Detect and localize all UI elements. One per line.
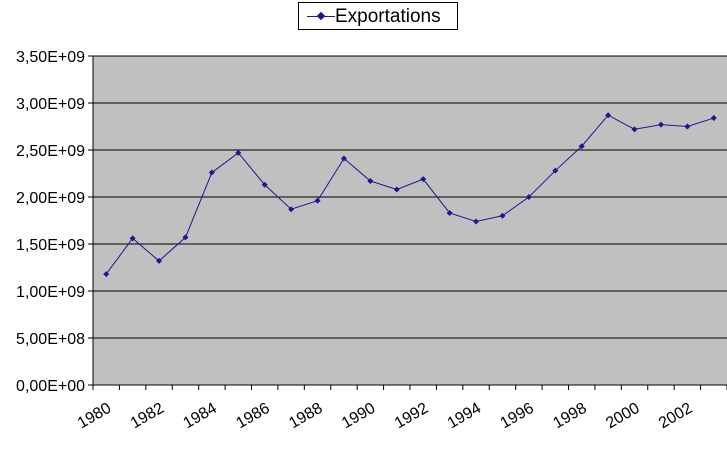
legend-marker-icon — [316, 11, 326, 21]
series-line-exportations — [105, 114, 714, 275]
y-tick-label: 1,00E+09 — [16, 284, 85, 301]
data-point — [340, 155, 347, 162]
data-point — [552, 167, 559, 174]
x-axis-ticks: 1980 1982 1984 1986 1988 1990 1992 1994 1996 1998… — [75, 385, 727, 432]
data-point — [261, 181, 268, 188]
x-tick-label: 1984 — [181, 400, 220, 433]
data-point — [578, 143, 585, 150]
y-tick-label: 3,50E+09 — [16, 49, 85, 66]
data-point — [129, 235, 136, 242]
x-tick-label: 1986 — [233, 400, 272, 433]
data-point — [525, 194, 532, 200]
data-point — [103, 271, 110, 278]
x-tick-label: 1994 — [445, 400, 484, 433]
plot-area — [93, 56, 727, 385]
y-tick-label: 3,00E+09 — [16, 96, 85, 113]
x-tick-label: 1996 — [498, 400, 537, 433]
x-tick-label: 2002 — [656, 400, 695, 433]
data-point — [314, 197, 321, 204]
data-point — [208, 169, 215, 176]
data-point — [473, 218, 480, 225]
data-point — [367, 178, 374, 185]
data-point — [393, 186, 400, 193]
data-point — [631, 126, 638, 133]
legend: Exportations — [298, 2, 458, 30]
data-point — [605, 112, 612, 119]
data-point — [156, 257, 163, 264]
data-point — [499, 212, 506, 219]
data-point — [710, 115, 717, 122]
y-axis-ticks: 0,00E+00 5,00E+08 1,00E+09 1,50E+09 2,00E+09… — [16, 49, 93, 395]
legend-label: Exportations — [335, 6, 441, 27]
x-tick-label: 1988 — [286, 400, 325, 433]
y-tick-label: 2,50E+09 — [16, 143, 85, 160]
x-tick-label: 1982 — [128, 400, 167, 433]
data-point — [657, 121, 664, 128]
x-tick-label: 1998 — [550, 400, 589, 433]
series-points — [103, 112, 717, 278]
data-point — [182, 234, 189, 241]
data-point — [684, 123, 691, 130]
data-point — [288, 206, 295, 213]
data-point — [235, 149, 242, 156]
x-tick-label: 1990 — [339, 400, 378, 433]
data-point — [420, 176, 427, 183]
x-tick-label: 1980 — [75, 400, 114, 433]
y-tick-label: 0,00E+00 — [16, 378, 85, 395]
x-tick-label: 1992 — [392, 400, 431, 433]
grid-lines — [93, 55, 727, 386]
y-tick-label: 5,00E+08 — [16, 331, 85, 348]
y-tick-label: 2,00E+09 — [16, 190, 85, 207]
y-tick-label: 1,50E+09 — [16, 237, 85, 254]
data-point — [446, 209, 453, 216]
x-tick-label: 2000 — [603, 400, 642, 433]
